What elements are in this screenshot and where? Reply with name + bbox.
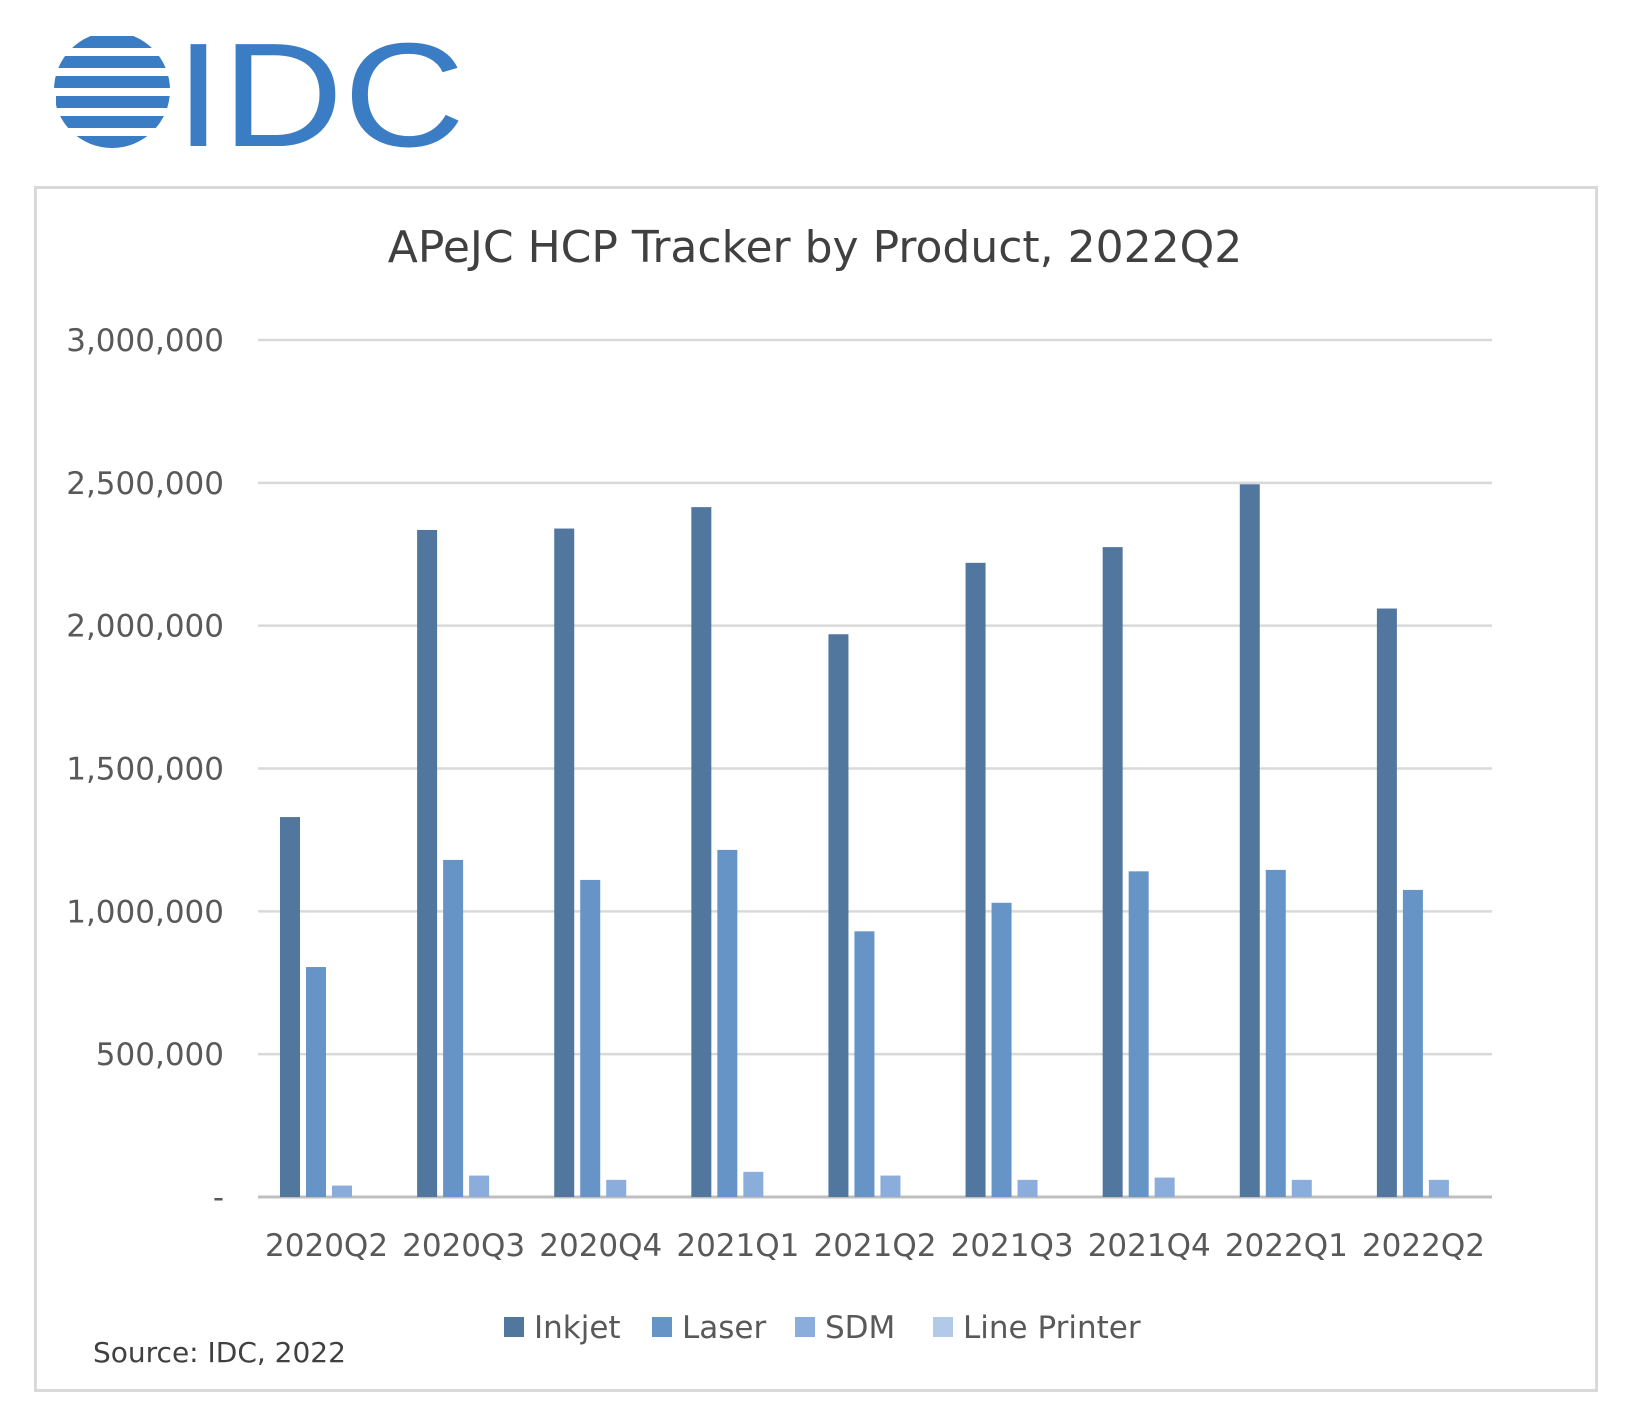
x-tick-label: 2021Q4 bbox=[1088, 1228, 1211, 1264]
y-tick-label: 3,000,000 bbox=[66, 323, 224, 359]
bar-laser bbox=[854, 931, 875, 1197]
bar-inkjet bbox=[828, 634, 849, 1197]
x-axis-ticks: 2020Q2 2020Q3 2020Q4 2021Q1 2021Q2 2021Q3 2021… bbox=[265, 1228, 1485, 1264]
x-tick-label: 2021Q3 bbox=[951, 1228, 1074, 1264]
bar-inkjet bbox=[417, 529, 438, 1197]
bar-laser bbox=[306, 967, 326, 1197]
bar-laser bbox=[580, 879, 601, 1197]
bars bbox=[280, 484, 1449, 1197]
y-tick-label: 2,500,000 bbox=[66, 466, 224, 502]
legend-swatch bbox=[933, 1317, 953, 1337]
x-tick-label: 2021Q1 bbox=[676, 1228, 799, 1264]
x-tick-label: 2020Q4 bbox=[539, 1228, 662, 1264]
bar-laser bbox=[717, 849, 738, 1197]
x-tick-label: 2020Q2 bbox=[265, 1228, 388, 1264]
y-tick-label: 1,500,000 bbox=[66, 752, 224, 788]
bar-inkjet bbox=[1102, 547, 1123, 1197]
y-axis-ticks: - 500,000 1,000,000 1,500,000 2,000,000 2,500… bbox=[66, 323, 224, 1216]
bar-sdm bbox=[1428, 1179, 1449, 1197]
legend-swatch bbox=[504, 1317, 524, 1337]
bar-sdm bbox=[880, 1175, 901, 1197]
bar-inkjet bbox=[554, 528, 575, 1197]
bar-laser bbox=[1265, 869, 1286, 1197]
y-tick-label: - bbox=[213, 1180, 224, 1216]
legend-label: Inkjet bbox=[534, 1310, 621, 1346]
y-tick-label: 1,000,000 bbox=[66, 894, 224, 930]
bar-sdm bbox=[1291, 1179, 1312, 1197]
x-tick-label: 2021Q2 bbox=[813, 1228, 936, 1264]
x-tick-label: 2022Q1 bbox=[1225, 1228, 1348, 1264]
bar-laser bbox=[1128, 871, 1149, 1197]
idc-logo: IDC bbox=[54, 28, 465, 168]
bar-inkjet bbox=[1376, 608, 1397, 1197]
legend-swatch bbox=[652, 1317, 672, 1337]
bar-sdm bbox=[606, 1179, 627, 1197]
bar-laser bbox=[443, 859, 464, 1197]
y-tick-label: 500,000 bbox=[96, 1037, 224, 1073]
bar-sdm bbox=[1017, 1179, 1038, 1197]
legend: Inkjet Laser SDM Line Printer bbox=[504, 1310, 1141, 1346]
bar-sdm bbox=[1154, 1177, 1175, 1197]
legend-swatch bbox=[795, 1317, 815, 1337]
bar-sdm bbox=[469, 1175, 490, 1197]
logo-text: IDC bbox=[175, 28, 465, 168]
chart-title: APeJC HCP Tracker by Product, 2022Q2 bbox=[388, 222, 1242, 273]
legend-label: Laser bbox=[682, 1310, 766, 1346]
bar-sdm bbox=[332, 1185, 352, 1197]
bar-laser bbox=[991, 902, 1012, 1197]
x-tick-label: 2022Q2 bbox=[1362, 1228, 1485, 1264]
source-note: Source: IDC, 2022 bbox=[93, 1336, 346, 1369]
bar-sdm bbox=[743, 1171, 764, 1197]
bar-inkjet bbox=[965, 562, 986, 1197]
bar-inkjet bbox=[691, 507, 712, 1197]
y-tick-label: 2,000,000 bbox=[66, 609, 224, 645]
bar-inkjet bbox=[280, 817, 300, 1197]
legend-label: Line Printer bbox=[963, 1310, 1141, 1346]
bar-inkjet bbox=[1239, 484, 1260, 1197]
gridlines bbox=[258, 338, 1492, 1199]
x-tick-label: 2020Q3 bbox=[402, 1228, 525, 1264]
bar-laser bbox=[1402, 889, 1423, 1197]
legend-label: SDM bbox=[825, 1310, 895, 1346]
